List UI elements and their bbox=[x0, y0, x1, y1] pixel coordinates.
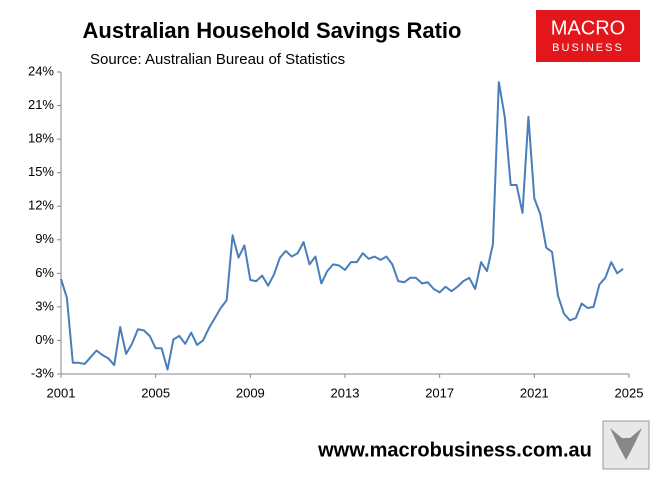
x-tick-label: 2025 bbox=[615, 385, 644, 400]
y-tick-label: 21% bbox=[28, 97, 54, 112]
y-tick-label: 3% bbox=[35, 298, 54, 313]
x-tick-label: 2001 bbox=[47, 385, 76, 400]
logo-image bbox=[610, 428, 642, 460]
chart-subtitle: Source: Australian Bureau of Statistics bbox=[90, 51, 345, 68]
plot-area: -3% 0% 3% 6% 9% 12% 15% 18% 21% 24% 2001 2005 2009 20… bbox=[28, 63, 643, 400]
logo-box bbox=[536, 10, 640, 62]
x-tick-label: 2017 bbox=[425, 385, 454, 400]
x-tick-label: 2009 bbox=[236, 385, 265, 400]
logo-text: MACRO bbox=[551, 17, 625, 39]
logo-text: BUSINESS bbox=[552, 42, 624, 54]
y-tick-label: 6% bbox=[35, 265, 54, 280]
y-tick-label: 15% bbox=[28, 164, 54, 179]
y-tick-label: -3% bbox=[31, 365, 55, 380]
y-tick-label: 18% bbox=[28, 131, 54, 146]
footer-url: www.macrobusiness.com.au bbox=[317, 439, 592, 461]
x-tick-label: 2021 bbox=[520, 385, 549, 400]
chart-title: Australian Household Savings Ratio bbox=[83, 18, 462, 43]
x-tick-label: 2013 bbox=[331, 385, 360, 400]
y-tick-label: 9% bbox=[35, 231, 54, 246]
y-tick-label: 24% bbox=[28, 63, 54, 78]
x-tick-label: 2005 bbox=[141, 385, 170, 400]
data-line bbox=[60, 81, 624, 371]
y-tick-label: 12% bbox=[28, 198, 54, 213]
y-tick-label: 0% bbox=[35, 332, 54, 347]
